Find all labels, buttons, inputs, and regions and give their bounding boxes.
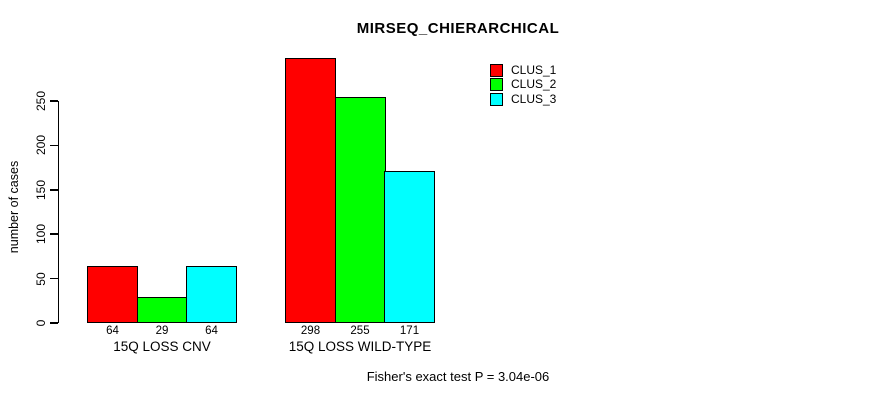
y-axis-title: number of cases	[7, 160, 21, 254]
bar-value-label: 255	[350, 325, 370, 337]
y-tick-label: 200	[34, 135, 48, 156]
x-category-label: 15Q LOSS CNV	[113, 339, 211, 354]
y-tick-mark	[50, 189, 58, 191]
y-tick-mark	[50, 100, 58, 102]
legend-swatch-icon	[490, 63, 503, 77]
legend-item: CLUS_2	[490, 78, 556, 93]
y-tick-label: 0	[34, 319, 48, 327]
bar-value-label: 171	[399, 325, 420, 337]
bar-value-label: 298	[300, 325, 321, 337]
annotation-text: Fisher's exact test P = 3.04e-06	[366, 369, 550, 384]
y-tick-mark	[50, 322, 58, 324]
bar-clus_2	[136, 297, 188, 323]
y-tick-mark	[50, 233, 58, 235]
legend-swatch-icon	[490, 92, 503, 106]
legend-label: CLUS_2	[511, 77, 557, 92]
bar-clus_1	[87, 266, 138, 323]
bar-clus_1	[285, 58, 336, 323]
bar-value-label: 64	[106, 325, 119, 337]
y-tick-mark	[50, 144, 58, 147]
legend-swatch-icon	[490, 78, 503, 92]
y-axis-line	[57, 101, 59, 323]
bar-clus_3	[186, 266, 237, 323]
bar-value-label: 29	[155, 325, 169, 337]
y-tick-label: 150	[34, 179, 48, 200]
bar-clus_2	[334, 96, 386, 323]
legend-label: CLUS_3	[511, 91, 557, 106]
x-category-label: 15Q LOSS WILD-TYPE	[288, 339, 432, 354]
bar-clus_3	[384, 171, 435, 323]
chart-title: MIRSEQ_CHIERARCHICAL	[356, 20, 560, 37]
legend-label: CLUS_1	[511, 62, 557, 77]
y-tick-label: 250	[34, 90, 48, 112]
y-tick-mark	[50, 277, 58, 280]
legend-item: CLUS_3	[490, 92, 556, 107]
legend: CLUS_1 CLUS_2 CLUS_3	[490, 63, 556, 107]
y-tick-label: 50	[34, 271, 48, 286]
legend-item: CLUS_1	[490, 63, 556, 78]
bar-value-label: 64	[205, 325, 218, 337]
y-tick-label: 100	[34, 224, 48, 245]
